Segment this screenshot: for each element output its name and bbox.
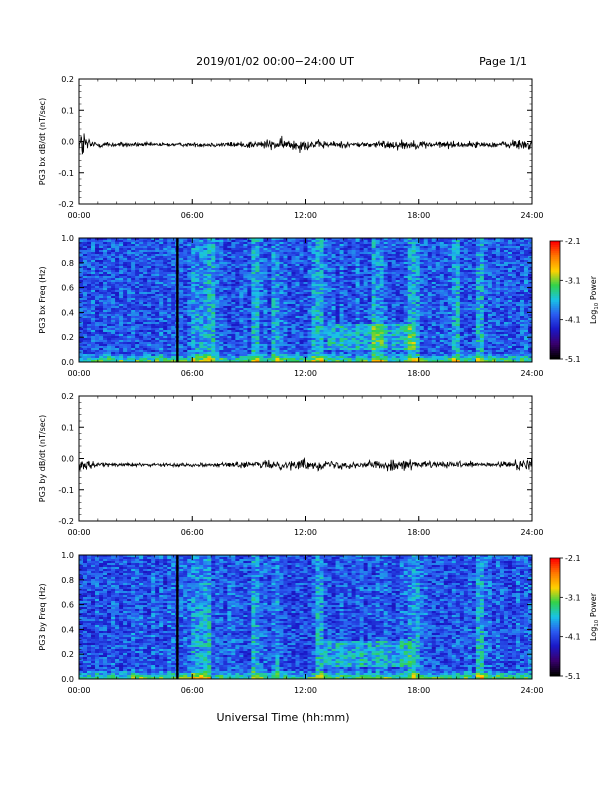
y-tick-label: -0.2	[58, 200, 74, 209]
x-tick-label: 06:00	[181, 211, 204, 220]
y-tick-label: 0.0	[61, 138, 74, 147]
y-tick-label: 0.1	[61, 106, 74, 115]
figure-title: 2019/01/02 00:00−24:00 UT	[196, 55, 354, 68]
x-tick-label: 12:00	[294, 211, 317, 220]
y-tick-label: -0.1	[58, 169, 74, 178]
bx-trace-panel: 00:00 06:00 12:00 18:00 24:00 0.2 0.1 0.0 -0.1 -0…	[38, 75, 544, 220]
x-tick-label: 18:00	[407, 211, 430, 220]
page-indicator: Page 1/1	[479, 55, 527, 68]
x-tick-label: 24:00	[520, 211, 543, 220]
y-tick-label: 0.2	[61, 75, 74, 84]
x-tick-label: 00:00	[67, 211, 90, 220]
bx-spectrogram-panel: 00:00 06:00 12:00 18:00 24:001.00.80.60.40.2…	[38, 234, 600, 378]
y-axis-label: PG3 bx dB/dt (nT/sec)	[38, 98, 47, 185]
trace-line	[79, 133, 532, 154]
figure: 2019/01/02 00:00−24:00 UT Page 1/1 00:00…	[0, 0, 612, 792]
